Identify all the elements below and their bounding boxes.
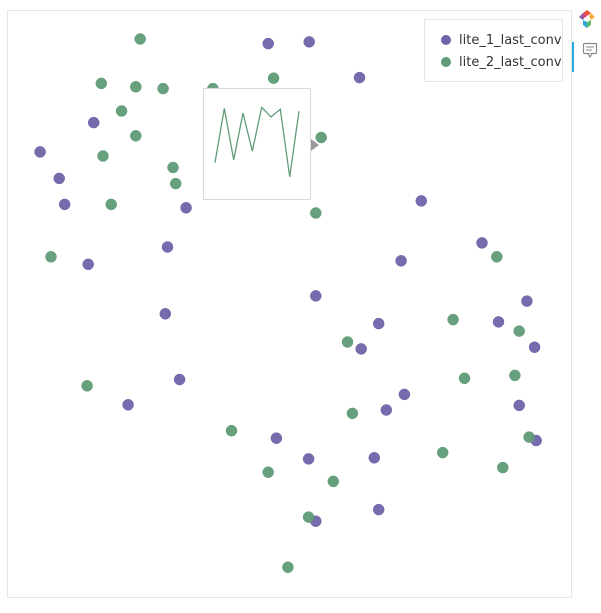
legend-marker-lite-2: [441, 57, 451, 67]
scatter-point-lite-1-0[interactable]: [262, 37, 274, 50]
scatter-point-lite-2-2[interactable]: [130, 81, 142, 93]
scatter-point-lite-1-10[interactable]: [82, 258, 94, 271]
scatter-point-lite-2-12[interactable]: [105, 198, 117, 211]
scatter-point-lite-1-18[interactable]: [355, 343, 367, 355]
legend-item-lite-2[interactable]: lite_2_last_conv: [425, 52, 562, 72]
scatter-point-lite-1-8[interactable]: [415, 195, 428, 207]
scatter-point-lite-1-3[interactable]: [87, 116, 100, 129]
scatter-point-lite-1-6[interactable]: [58, 198, 71, 211]
scatter-point-lite-1-11[interactable]: [476, 237, 488, 249]
scatter-point-lite-2-13[interactable]: [310, 207, 322, 219]
scatter-point-lite-2-7[interactable]: [130, 130, 142, 142]
tooltip-arrow: [311, 139, 319, 151]
scatter-point-lite-2-24[interactable]: [523, 431, 535, 443]
scatter-point-lite-2-19[interactable]: [458, 372, 471, 385]
scatter-point-lite-2-22[interactable]: [346, 407, 359, 420]
hover-tooltip: [203, 88, 311, 200]
legend-label-lite-1: lite_1_last_conv: [459, 32, 562, 48]
active-tool-indicator: [572, 42, 574, 72]
scatter-point-lite-2-26[interactable]: [497, 461, 509, 474]
legend-item-lite-1[interactable]: lite_1_last_conv: [425, 30, 562, 50]
scatter-point-lite-2-25[interactable]: [436, 446, 449, 459]
hover-tooltip-icon[interactable]: [582, 42, 598, 60]
scatter-point-lite-2-0[interactable]: [134, 33, 146, 45]
scatter-point-lite-1-14[interactable]: [310, 290, 322, 302]
scatter-point-lite-2-20[interactable]: [81, 380, 93, 392]
scatter-point-lite-1-23[interactable]: [380, 404, 393, 416]
scatter-point-lite-2-11[interactable]: [169, 177, 182, 190]
legend: lite_1_last_conv lite_2_last_conv: [424, 19, 563, 82]
scatter-point-lite-2-5[interactable]: [267, 72, 280, 84]
scatter-point-lite-2-27[interactable]: [262, 466, 274, 478]
scatter-point-lite-1-4[interactable]: [34, 146, 46, 158]
legend-marker-lite-1: [441, 35, 451, 45]
legend-label-lite-2: lite_2_last_conv: [459, 54, 562, 70]
scatter-point-lite-1-12[interactable]: [395, 255, 407, 267]
scatter-point-lite-1-20[interactable]: [173, 373, 186, 386]
scatter-point-lite-1-27[interactable]: [302, 453, 315, 465]
scatter-point-lite-2-3[interactable]: [157, 82, 169, 95]
scatter-point-lite-1-15[interactable]: [521, 295, 533, 307]
scatter-point-lite-2-1[interactable]: [95, 77, 108, 90]
scatter-point-lite-1-2[interactable]: [353, 71, 366, 84]
toolbar: [572, 8, 601, 72]
scatter-point-lite-2-28[interactable]: [327, 475, 340, 488]
scatter-point-lite-1-7[interactable]: [180, 202, 192, 214]
scatter-points-layer: [34, 33, 542, 573]
scatter-point-lite-1-22[interactable]: [398, 388, 411, 401]
scatter-point-lite-1-19[interactable]: [528, 341, 541, 353]
scatter-point-lite-2-6[interactable]: [115, 105, 128, 117]
tooltip-sparkline: [214, 106, 300, 177]
scatter-point-lite-1-1[interactable]: [303, 36, 315, 48]
scatter-point-lite-2-16[interactable]: [447, 313, 459, 326]
scatter-point-lite-2-10[interactable]: [167, 161, 179, 174]
sparkline-line: [214, 106, 300, 177]
scatter-point-lite-1-16[interactable]: [372, 317, 385, 330]
scatter-point-lite-2-17[interactable]: [513, 325, 525, 337]
scatter-point-lite-2-14[interactable]: [45, 251, 57, 263]
scatter-point-lite-2-30[interactable]: [282, 561, 294, 573]
scatter-point-lite-1-30[interactable]: [372, 503, 385, 516]
scatter-point-lite-1-5[interactable]: [53, 172, 65, 185]
scatter-point-lite-1-17[interactable]: [492, 316, 505, 328]
scatter-point-lite-2-15[interactable]: [491, 251, 503, 263]
scatter-point-lite-2-23[interactable]: [225, 424, 238, 437]
scatter-point-lite-1-24[interactable]: [513, 399, 525, 412]
scatter-point-lite-1-21[interactable]: [122, 399, 134, 411]
scatter-point-lite-2-9[interactable]: [97, 150, 109, 162]
bokeh-logo-icon[interactable]: [577, 9, 597, 29]
scatter-point-lite-2-29[interactable]: [302, 511, 315, 523]
scatter-point-lite-1-9[interactable]: [161, 241, 174, 253]
scatter-point-lite-2-21[interactable]: [509, 369, 521, 382]
scatter-point-lite-1-13[interactable]: [159, 308, 172, 320]
scatter-point-lite-1-28[interactable]: [368, 452, 381, 464]
scatter-point-lite-1-25[interactable]: [270, 432, 283, 444]
scatter-point-lite-2-18[interactable]: [341, 336, 354, 348]
